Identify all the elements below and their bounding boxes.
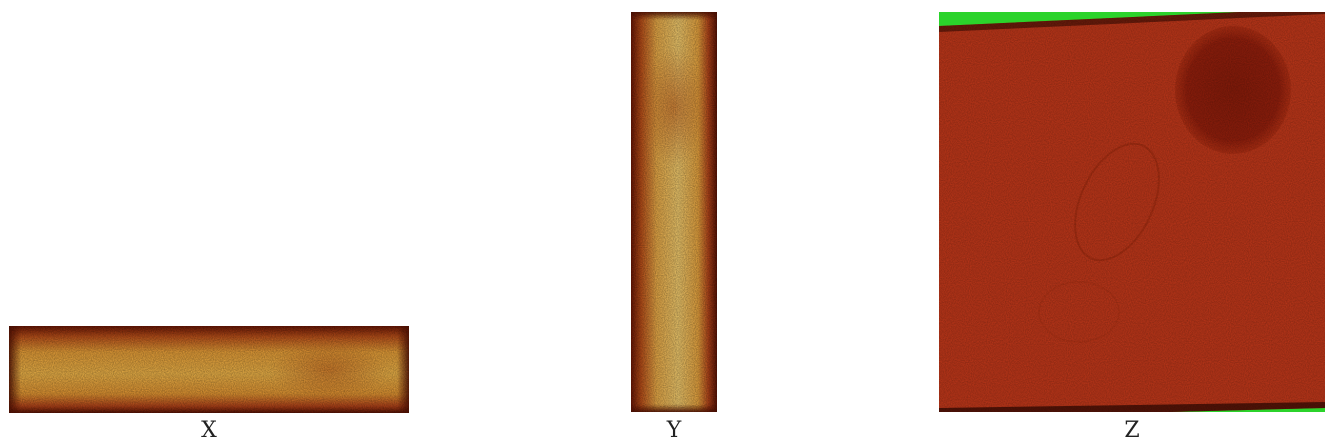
caption-y: Y [666,418,682,443]
slice-x-graphic [9,326,409,413]
caption-x: X [201,418,217,443]
caption-z: Z [1124,418,1140,443]
slice-y-graphic [631,12,717,412]
slice-z-graphic [939,12,1325,412]
slice-x-image [9,326,409,413]
slice-y-image [631,12,717,412]
slice-z-image [939,12,1325,412]
